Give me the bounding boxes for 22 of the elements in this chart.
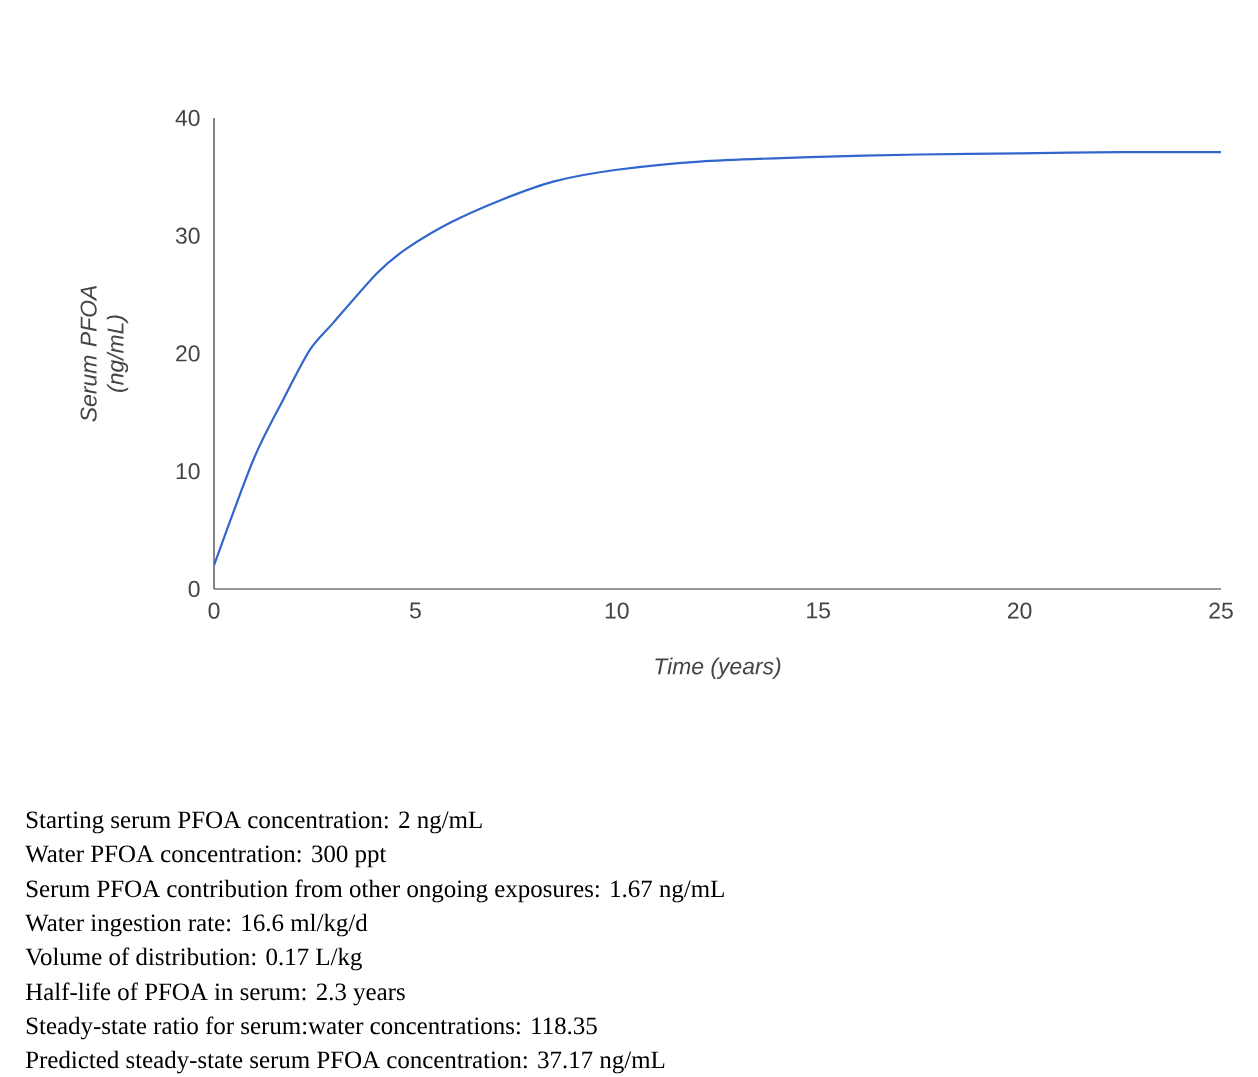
text: Predicted steady-state serum PFOA concentration: 37.17 ng/mL	[25, 1050, 665, 1074]
y-tick-label: 20	[176, 345, 200, 362]
x-tick-label: 20	[1008, 602, 1032, 619]
text: Water ingestion rate: 16.6 ml/kg/d	[25, 913, 368, 937]
x-tick-label: 15	[807, 602, 830, 619]
y-tick-label: 0	[188, 580, 200, 598]
y-tick-label: 30	[175, 227, 200, 244]
text: Water PFOA concentration: 300 ppt	[25, 845, 387, 868]
x-tick-label: 0	[208, 602, 220, 619]
y-tick-label: 10	[176, 463, 200, 480]
x-axis-title: Time (years)	[655, 657, 781, 679]
text: Steady-state ratio for serum:water concentrations: 118.35	[26, 1016, 597, 1040]
text: Starting serum PFOA concentration: 2 ng/mL	[26, 811, 482, 834]
text: Serum PFOA contribution from other ongoing exposures: 1.67 ng/mL	[26, 879, 724, 903]
y-tick-label: 40	[175, 109, 200, 127]
x-tick-label: 25	[1209, 602, 1233, 619]
text: Half-life of PFOA in serum: 2.3 years	[25, 982, 405, 1006]
x-tick-label: 5	[409, 602, 421, 619]
x-tick-label: 10	[605, 602, 629, 619]
y-axis-title: Serum PFOA (ng/mL)	[80, 285, 129, 422]
text: Volume of distribution: 0.17 L/kg	[25, 947, 362, 971]
line-series	[214, 150, 1221, 567]
